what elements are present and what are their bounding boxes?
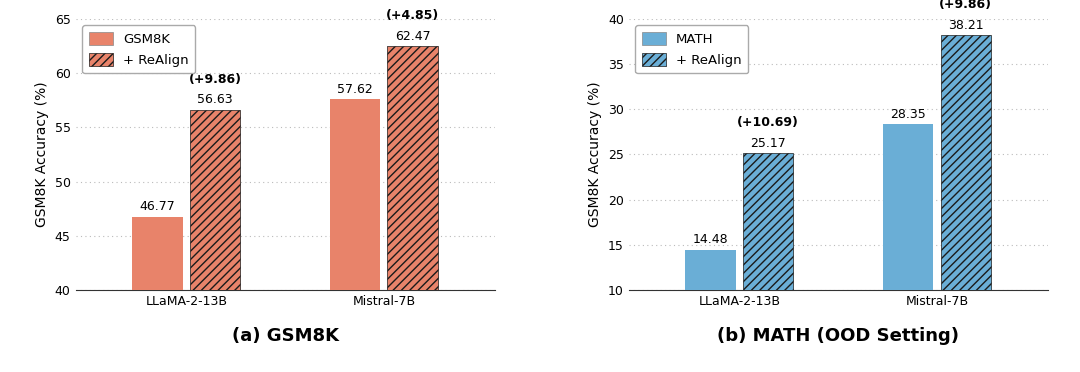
Text: 62.47: 62.47 bbox=[395, 30, 431, 43]
Text: 14.48: 14.48 bbox=[692, 233, 728, 246]
Y-axis label: GSM8K Accuracy (%): GSM8K Accuracy (%) bbox=[36, 81, 50, 227]
Text: (+10.69): (+10.69) bbox=[738, 116, 799, 129]
Bar bbox=[133, 217, 183, 290]
Text: 38.21: 38.21 bbox=[948, 19, 984, 32]
Bar bbox=[941, 35, 990, 290]
Bar bbox=[190, 109, 240, 290]
Text: (+4.85): (+4.85) bbox=[386, 9, 440, 22]
X-axis label: (b) MATH (OOD Setting): (b) MATH (OOD Setting) bbox=[717, 327, 959, 346]
Text: 56.63: 56.63 bbox=[198, 93, 233, 106]
Text: 25.17: 25.17 bbox=[751, 137, 786, 150]
Text: (+9.86): (+9.86) bbox=[189, 73, 242, 86]
Y-axis label: GSM8K Accuracy (%): GSM8K Accuracy (%) bbox=[589, 81, 603, 227]
Text: 28.35: 28.35 bbox=[890, 108, 926, 121]
Text: (+9.86): (+9.86) bbox=[940, 0, 993, 11]
Text: 46.77: 46.77 bbox=[139, 201, 175, 214]
Text: 57.62: 57.62 bbox=[337, 83, 373, 96]
Bar bbox=[330, 99, 380, 290]
Bar bbox=[388, 46, 437, 290]
Bar bbox=[686, 250, 735, 290]
Bar bbox=[883, 124, 933, 290]
Bar bbox=[743, 153, 793, 290]
X-axis label: (a) GSM8K: (a) GSM8K bbox=[231, 327, 339, 346]
Legend: MATH, + ReAlign: MATH, + ReAlign bbox=[635, 25, 748, 73]
Legend: GSM8K, + ReAlign: GSM8K, + ReAlign bbox=[82, 25, 195, 73]
